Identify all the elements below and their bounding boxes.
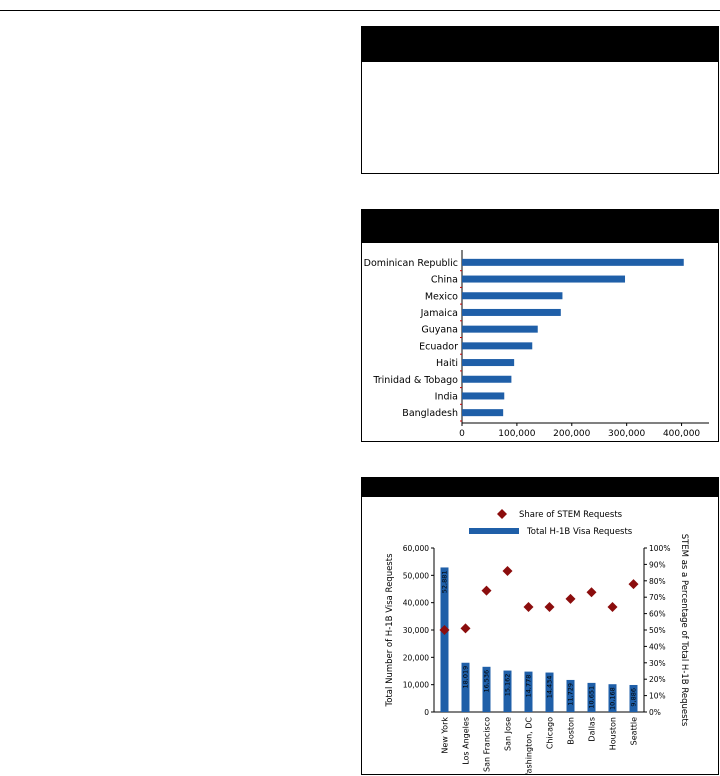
- point-los-angeles: [460, 623, 471, 634]
- category-label: San Francisco: [483, 717, 492, 772]
- right-tick-label: 90%: [649, 560, 666, 569]
- category-label: San Jose: [504, 717, 513, 751]
- category-label: Ecuador: [419, 341, 458, 352]
- bar-value-label: 11,729: [567, 683, 575, 706]
- right-tick-label: 40%: [649, 642, 666, 651]
- left-tick-label: 50,000: [403, 571, 429, 580]
- legend-label-stem-share: Share of STEM Requests: [519, 510, 623, 520]
- bar-value-label: 9,886: [630, 688, 638, 707]
- bar-san-jose: [503, 670, 512, 712]
- bar-bangladesh: [462, 409, 504, 417]
- point-washington-dc: [523, 602, 534, 613]
- panel-2-header: [362, 210, 718, 243]
- left-tick-label: 60,000: [403, 544, 429, 553]
- bar-houston: [608, 684, 617, 712]
- right-tick-label: 80%: [649, 577, 666, 586]
- bar-dallas: [587, 682, 596, 712]
- top-rule: [0, 10, 720, 11]
- country-bar-chart: Dominican Republic China Mexico Jamaica Guya…: [364, 250, 709, 439]
- left-tick-label: 20,000: [403, 653, 429, 662]
- right-tick-label: 70%: [649, 593, 666, 602]
- legend-label-total-requests: Total H-1B Visa Requests: [526, 527, 633, 537]
- bar-value-label: 15,162: [504, 674, 512, 697]
- bar-haiti: [462, 359, 515, 367]
- bar-value-label: 10,168: [609, 687, 617, 710]
- left-axis-title: Total Number of H-1B Visa Requests: [385, 553, 395, 708]
- panel-1-header: [362, 27, 718, 62]
- category-label: China: [431, 275, 458, 286]
- point-dallas: [586, 587, 597, 598]
- left-tick-label: 30,000: [403, 626, 429, 635]
- point-san-jose: [502, 565, 513, 576]
- bar-washington-dc: [524, 671, 533, 712]
- left-tick-label: 0: [424, 708, 429, 717]
- x-tick-label: 0: [459, 429, 465, 439]
- bar-value-label: 52,881: [441, 570, 449, 593]
- category-label: Jamaica: [420, 308, 458, 319]
- bar-seattle: [629, 684, 638, 712]
- bar-san-francisco: [482, 666, 491, 712]
- category-label: Trinidad & Tobago: [372, 375, 458, 386]
- bar-ecuador: [462, 342, 533, 350]
- panel-3: Share of STEM Requests Total H-1B Visa Re…: [361, 477, 719, 775]
- bar-los-angeles: [461, 662, 470, 712]
- point-san-francisco: [481, 585, 492, 596]
- panel-2: Dominican Republic China Mexico Jamaica Guya…: [361, 209, 719, 442]
- bar-jamaica: [462, 308, 561, 316]
- category-label: Seattle: [630, 717, 639, 745]
- category-label: Los Angeles: [462, 717, 471, 765]
- bar-guyana: [462, 325, 538, 333]
- right-axis-title: STEM as a Percentage of Total H-1B Reque…: [679, 534, 689, 727]
- bar-value-label: 10,651: [588, 686, 596, 709]
- bar-value-label: 14,778: [525, 675, 533, 698]
- bar-new-york: [440, 567, 449, 712]
- category-label: Dominican Republic: [364, 258, 458, 269]
- bar-boston: [566, 679, 575, 712]
- left-tick-label: 40,000: [403, 599, 429, 608]
- x-tick-label: 400,000: [663, 429, 700, 439]
- right-tick-label: 0%: [649, 708, 661, 717]
- category-label: Guyana: [421, 325, 458, 336]
- right-tick-label: 50%: [649, 626, 666, 635]
- category-label: Bangladesh: [402, 408, 458, 419]
- point-boston: [565, 593, 576, 604]
- legend-marker-total-requests: [469, 528, 519, 534]
- bar-china: [462, 275, 626, 283]
- left-tick-label: 10,000: [403, 681, 429, 690]
- bar-value-label: 14,434: [546, 676, 554, 699]
- right-tick-label: 100%: [649, 544, 670, 553]
- category-label: Washington, DC: [525, 717, 534, 774]
- category-label: Houston: [609, 717, 618, 750]
- point-houston: [607, 602, 618, 613]
- x-tick-label: 200,000: [553, 429, 590, 439]
- bar-value-label: 18,019: [462, 666, 470, 689]
- x-tick-label: 300,000: [608, 429, 645, 439]
- panel-3-header: [362, 478, 718, 497]
- category-label: Chicago: [546, 717, 555, 749]
- point-seattle: [628, 579, 639, 590]
- bar-mexico: [462, 292, 563, 300]
- category-label: Dallas: [588, 717, 597, 742]
- bar-trinidad-tobago: [462, 375, 512, 383]
- right-tick-label: 10%: [649, 692, 666, 701]
- point-new-york: [439, 625, 450, 635]
- bar-dominican-republic: [462, 258, 684, 266]
- city-combo-chart: Share of STEM Requests Total H-1B Visa Re…: [385, 509, 689, 774]
- category-label: New York: [441, 717, 450, 754]
- panel-1: [361, 26, 719, 174]
- right-tick-label: 60%: [649, 610, 666, 619]
- right-tick-label: 30%: [649, 659, 666, 668]
- category-label: Mexico: [425, 291, 458, 302]
- bar-chicago: [545, 672, 554, 712]
- right-tick-label: 20%: [649, 675, 666, 684]
- category-label: Haiti: [436, 358, 458, 369]
- category-label: India: [435, 391, 458, 402]
- category-label: Boston: [567, 717, 576, 745]
- legend-marker-stem-share: [497, 509, 507, 519]
- x-tick-label: 100,000: [498, 429, 535, 439]
- bar-value-label: 16,536: [483, 670, 491, 693]
- point-chicago: [544, 602, 555, 613]
- bar-india: [462, 392, 505, 400]
